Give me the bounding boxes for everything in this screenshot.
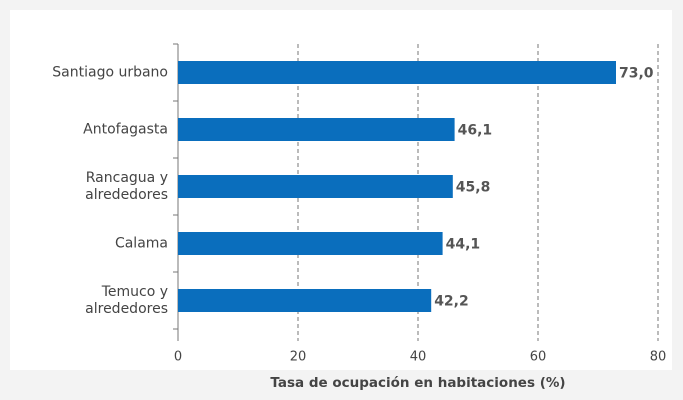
bar bbox=[178, 232, 443, 255]
bar bbox=[178, 61, 616, 84]
bar bbox=[178, 175, 453, 198]
value-label: 46,1 bbox=[458, 123, 493, 139]
value-label: 45,8 bbox=[456, 180, 491, 196]
x-tick-label: 60 bbox=[530, 350, 547, 365]
y-tick-label: Rancagua y alrededores bbox=[85, 169, 168, 203]
bar bbox=[178, 289, 432, 312]
x-tick-label: 80 bbox=[650, 350, 667, 365]
y-tick-label: Calama bbox=[114, 235, 168, 251]
x-axis-label: Tasa de ocupación en habitaciones (%) bbox=[270, 375, 565, 391]
y-tick-label: Santiago urbano bbox=[52, 64, 168, 80]
value-label: 44,1 bbox=[446, 237, 481, 253]
x-tick-label: 40 bbox=[410, 350, 427, 365]
value-label: 42,2 bbox=[434, 294, 469, 310]
y-tick-label: Antofagasta bbox=[83, 121, 168, 137]
y-tick-label: Temuco y alrededores bbox=[85, 283, 168, 317]
x-tick-label: 0 bbox=[174, 350, 182, 365]
bar bbox=[178, 118, 455, 141]
value-label: 73,0 bbox=[619, 66, 654, 82]
x-tick-label: 20 bbox=[290, 350, 307, 365]
